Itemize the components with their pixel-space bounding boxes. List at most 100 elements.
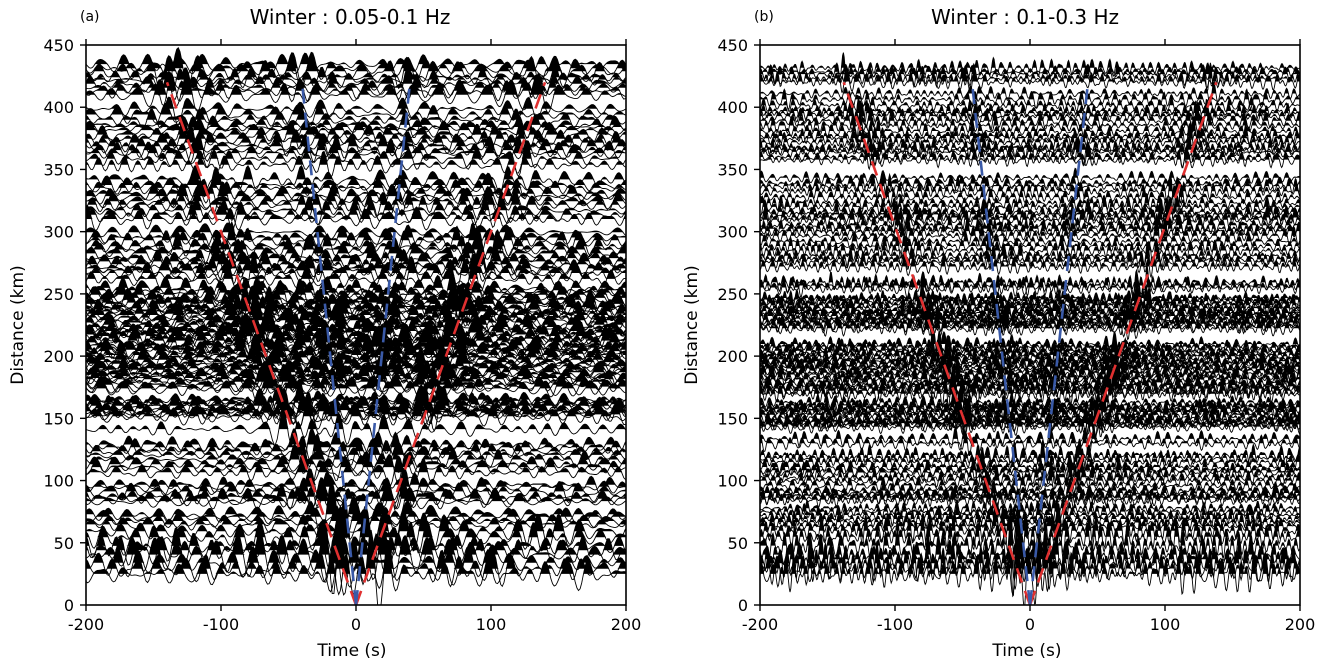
x-tick-label: -200	[68, 615, 104, 634]
blue-moveout-line	[970, 82, 1032, 606]
trace-line	[760, 499, 1300, 525]
panel-b-moveout-lines	[842, 81, 1218, 606]
panel-a-y-axis-label: Distance (km)	[8, 265, 28, 384]
trace-fill	[86, 275, 626, 288]
trace-fill	[86, 346, 626, 360]
trace-fill	[760, 331, 1300, 347]
trace-line	[760, 281, 1300, 312]
trace-fill	[760, 256, 1300, 267]
trace-line	[760, 236, 1300, 259]
trace-fill	[760, 340, 1300, 351]
trace-fill	[760, 379, 1300, 394]
trace-line	[86, 52, 626, 75]
trace-line	[86, 383, 626, 425]
trace-line	[86, 245, 626, 273]
trace-line	[760, 197, 1300, 217]
trace-fill	[86, 68, 626, 84]
red-moveout-line	[354, 81, 547, 606]
trace-line	[86, 253, 626, 283]
trace-line	[760, 265, 1300, 299]
trace-fill	[86, 167, 626, 185]
y-tick-label: 50	[728, 534, 748, 553]
trace-line	[760, 513, 1300, 550]
trace-fill	[86, 103, 626, 115]
trace-fill	[86, 141, 626, 154]
x-tick-label: 200	[1285, 615, 1316, 634]
red-moveout-line	[1028, 81, 1218, 606]
trace-line	[760, 145, 1300, 169]
trace-fill	[86, 119, 626, 131]
trace-line	[86, 67, 626, 101]
trace-line	[86, 245, 626, 279]
trace-fill	[86, 534, 626, 563]
y-tick-label: 100	[717, 472, 748, 491]
trace-line	[86, 47, 626, 88]
trace-fill	[86, 442, 626, 455]
trace-line	[86, 67, 626, 93]
trace-line	[86, 482, 626, 511]
y-tick-label: 350	[717, 160, 748, 179]
trace-line	[760, 455, 1300, 478]
trace-line	[760, 237, 1300, 267]
trace-fill	[760, 514, 1300, 527]
trace-fill	[760, 412, 1300, 422]
trace-line	[86, 396, 626, 421]
trace-fill	[86, 455, 626, 473]
trace-fill	[760, 174, 1300, 187]
trace-fill	[86, 318, 626, 329]
trace-line	[86, 73, 626, 101]
y-tick-label: 400	[717, 98, 748, 117]
trace-line	[760, 410, 1300, 435]
trace-line	[86, 407, 626, 446]
panel-b-label: (b)	[754, 9, 774, 25]
trace-line	[760, 308, 1300, 335]
panel-b-title: Winter : 0.1-0.3 Hz	[931, 5, 1119, 29]
trace-line	[760, 401, 1300, 435]
trace-fill	[760, 340, 1300, 353]
trace-line	[86, 222, 626, 244]
trace-line	[86, 380, 626, 419]
trace-line	[760, 122, 1300, 150]
trace-line	[86, 185, 626, 215]
y-tick-label: 350	[43, 160, 74, 179]
trace-line	[760, 526, 1300, 565]
trace-line	[760, 109, 1300, 134]
trace-fill	[86, 338, 626, 352]
trace-line	[760, 246, 1300, 271]
y-tick-label: 450	[717, 36, 748, 55]
trace-line	[86, 72, 626, 107]
trace-line	[86, 287, 626, 307]
trace-fill	[760, 110, 1300, 121]
trace-line	[86, 274, 626, 300]
x-tick-label: 0	[351, 615, 361, 634]
trace-line	[86, 55, 626, 90]
trace-line	[86, 394, 626, 426]
trace-line	[86, 505, 626, 547]
x-tick-label: 100	[1150, 615, 1181, 634]
trace-line	[760, 300, 1300, 322]
trace-fill	[86, 129, 626, 139]
x-tick-label: 0	[1025, 615, 1035, 634]
trace-line	[760, 361, 1300, 386]
trace-fill	[760, 247, 1300, 259]
trace-line	[86, 467, 626, 504]
trace-line	[760, 62, 1300, 84]
y-tick-label: 50	[54, 534, 74, 553]
trace-fill	[760, 366, 1300, 380]
trace-line	[86, 359, 626, 382]
trace-line	[760, 368, 1300, 396]
trace-line	[760, 98, 1300, 126]
panel-a-axes: -200 -100 0 100 200 0 50 100 150 200 250 300 350 400 4…	[43, 36, 641, 634]
trace-fill	[86, 428, 626, 445]
trace-line	[760, 404, 1300, 437]
trace-line	[86, 164, 626, 194]
trace-fill	[760, 335, 1300, 348]
trace-fill	[86, 514, 626, 551]
trace-fill	[86, 165, 626, 180]
blue-moveout-line	[354, 82, 412, 606]
trace-line	[760, 395, 1300, 431]
trace-line	[760, 497, 1300, 519]
trace-line	[86, 65, 626, 89]
trace-line	[86, 449, 626, 486]
trace-line	[86, 375, 626, 402]
